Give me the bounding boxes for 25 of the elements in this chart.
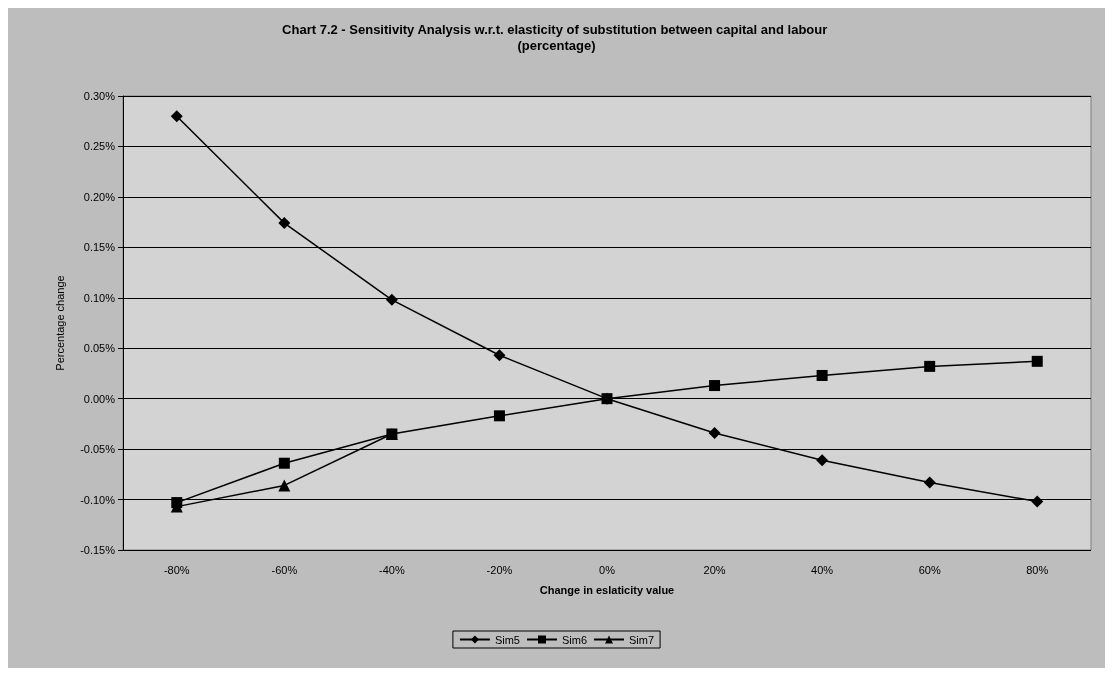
y-tick-label: -0.10% bbox=[80, 493, 116, 506]
x-tick-label: 80% bbox=[1026, 563, 1049, 576]
y-tick-label: 0.10% bbox=[83, 291, 116, 304]
x-tick-label: -80% bbox=[163, 563, 190, 576]
legend-label: Sim6 bbox=[561, 633, 588, 646]
x-tick-label: 40% bbox=[811, 563, 834, 576]
y-tick-label: 0.00% bbox=[83, 392, 116, 405]
x-tick-label: 20% bbox=[703, 563, 726, 576]
y-tick-label: 0.05% bbox=[83, 342, 116, 355]
x-tick-label: -40% bbox=[379, 563, 405, 576]
legend-label: Sim7 bbox=[629, 633, 655, 646]
legend-label: Sim5 bbox=[494, 633, 520, 646]
y-tick-label: -0.15% bbox=[80, 544, 116, 556]
y-tick-label: 0.20% bbox=[83, 190, 116, 203]
x-tick-label: -60% bbox=[271, 563, 298, 576]
x-tick-label: 60% bbox=[918, 563, 941, 576]
x-tick-label: 0% bbox=[599, 563, 616, 576]
y-tick-label: 0.15% bbox=[83, 241, 116, 254]
y-tick-label: 0.30% bbox=[83, 90, 116, 102]
x-tick-label: -20% bbox=[486, 563, 513, 576]
x-axis-title: Change in eslaticity value bbox=[539, 583, 675, 596]
y-tick-label: -0.05% bbox=[80, 443, 116, 456]
y-tick-label: 0.25% bbox=[83, 140, 116, 153]
chart-title: Chart 7.2 - Sensitivity Analysis w.r.t. elasticity of substitution between capital and labour (percentage) bbox=[282, 21, 831, 53]
y-axis-title: Percentage change bbox=[53, 275, 66, 371]
